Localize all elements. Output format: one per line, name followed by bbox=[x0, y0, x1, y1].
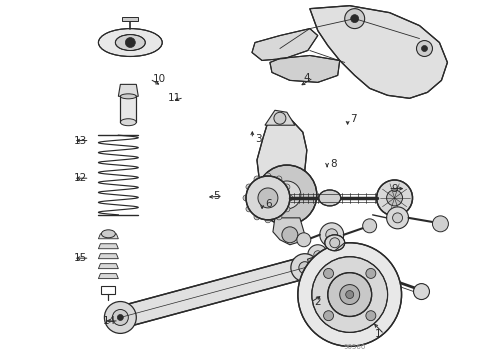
Text: 14: 14 bbox=[103, 316, 116, 326]
Text: 4: 4 bbox=[304, 73, 310, 83]
Polygon shape bbox=[121, 96, 136, 122]
Circle shape bbox=[414, 284, 429, 300]
Circle shape bbox=[125, 37, 135, 48]
Circle shape bbox=[246, 184, 252, 190]
Text: 3: 3 bbox=[255, 134, 262, 144]
Circle shape bbox=[299, 262, 311, 274]
Polygon shape bbox=[270, 55, 340, 82]
Text: 7: 7 bbox=[351, 114, 357, 124]
Circle shape bbox=[104, 302, 136, 333]
Text: 8: 8 bbox=[330, 159, 337, 169]
Circle shape bbox=[291, 254, 319, 282]
Ellipse shape bbox=[121, 94, 136, 99]
Text: 12: 12 bbox=[74, 173, 87, 183]
Circle shape bbox=[351, 15, 359, 23]
Circle shape bbox=[308, 245, 328, 265]
Text: 1: 1 bbox=[375, 329, 381, 339]
Circle shape bbox=[257, 165, 317, 225]
Circle shape bbox=[254, 176, 260, 182]
Ellipse shape bbox=[115, 35, 145, 50]
Circle shape bbox=[312, 257, 388, 332]
Text: 11: 11 bbox=[168, 93, 181, 103]
Circle shape bbox=[433, 216, 448, 232]
Circle shape bbox=[363, 219, 377, 233]
Polygon shape bbox=[98, 264, 119, 269]
Circle shape bbox=[112, 310, 128, 325]
Text: 5: 5 bbox=[214, 191, 220, 201]
Text: 13: 13 bbox=[74, 136, 87, 145]
Ellipse shape bbox=[101, 230, 115, 238]
Circle shape bbox=[284, 184, 290, 190]
Text: 2: 2 bbox=[314, 297, 320, 307]
Circle shape bbox=[265, 217, 271, 223]
Circle shape bbox=[276, 176, 282, 182]
Circle shape bbox=[387, 207, 409, 229]
Text: 6: 6 bbox=[265, 199, 272, 210]
Circle shape bbox=[243, 195, 249, 201]
Ellipse shape bbox=[319, 190, 341, 206]
Text: 9: 9 bbox=[391, 184, 398, 194]
Circle shape bbox=[366, 311, 376, 321]
Circle shape bbox=[297, 233, 311, 247]
Text: 15: 15 bbox=[74, 253, 87, 263]
Circle shape bbox=[323, 311, 334, 321]
Polygon shape bbox=[122, 17, 138, 21]
Polygon shape bbox=[310, 6, 447, 98]
Ellipse shape bbox=[325, 235, 345, 251]
Circle shape bbox=[326, 229, 338, 241]
Circle shape bbox=[340, 285, 360, 305]
Circle shape bbox=[330, 238, 340, 248]
Polygon shape bbox=[118, 257, 308, 328]
Circle shape bbox=[284, 206, 290, 212]
Polygon shape bbox=[265, 110, 295, 125]
Circle shape bbox=[287, 195, 293, 201]
Polygon shape bbox=[308, 254, 327, 276]
Circle shape bbox=[265, 173, 271, 179]
Circle shape bbox=[392, 213, 403, 223]
Circle shape bbox=[387, 190, 403, 206]
Polygon shape bbox=[257, 115, 315, 222]
Circle shape bbox=[118, 315, 123, 320]
Polygon shape bbox=[273, 218, 305, 245]
Circle shape bbox=[377, 180, 413, 216]
Circle shape bbox=[274, 112, 286, 124]
Circle shape bbox=[246, 176, 290, 220]
Circle shape bbox=[314, 251, 322, 259]
Polygon shape bbox=[98, 254, 119, 259]
Circle shape bbox=[355, 262, 375, 282]
Circle shape bbox=[346, 291, 354, 298]
Circle shape bbox=[298, 243, 401, 346]
Text: 90560: 90560 bbox=[343, 345, 366, 350]
Polygon shape bbox=[98, 234, 119, 239]
Circle shape bbox=[276, 214, 282, 220]
Circle shape bbox=[366, 269, 376, 278]
Circle shape bbox=[282, 227, 298, 243]
Text: 10: 10 bbox=[153, 74, 166, 84]
Ellipse shape bbox=[98, 28, 162, 57]
Polygon shape bbox=[252, 28, 318, 60]
Polygon shape bbox=[98, 244, 119, 249]
Ellipse shape bbox=[121, 119, 136, 126]
Circle shape bbox=[254, 214, 260, 220]
Polygon shape bbox=[119, 84, 138, 96]
Circle shape bbox=[258, 188, 278, 208]
Circle shape bbox=[328, 273, 371, 316]
Circle shape bbox=[421, 45, 427, 51]
Polygon shape bbox=[98, 274, 119, 279]
Circle shape bbox=[416, 41, 433, 57]
Circle shape bbox=[323, 269, 334, 278]
Circle shape bbox=[345, 9, 365, 28]
Circle shape bbox=[246, 206, 252, 212]
Circle shape bbox=[320, 223, 343, 247]
Circle shape bbox=[273, 181, 301, 209]
